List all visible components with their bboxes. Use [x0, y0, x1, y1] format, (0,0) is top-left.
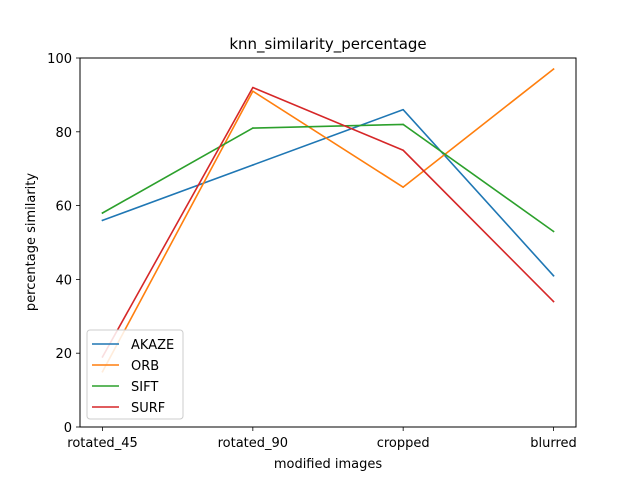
data-point-sift — [252, 127, 254, 129]
chart-title: knn_similarity_percentage — [229, 35, 426, 54]
legend-label-akaze: AKAZE — [131, 338, 174, 353]
legend-label-orb: ORB — [131, 359, 159, 374]
series-layer — [101, 67, 555, 373]
y-tick-label: 100 — [47, 52, 72, 67]
data-point-akaze — [402, 108, 404, 111]
y-axis-label: percentage similarity — [24, 173, 39, 311]
y-tick-label: 20 — [55, 347, 72, 362]
data-point-sift — [402, 123, 404, 126]
legend-box — [86, 329, 184, 420]
data-point-akaze — [552, 274, 555, 277]
x-axis-label: modified images — [274, 457, 383, 472]
legend-label-surf: SURF — [131, 401, 165, 416]
series-line-surf — [101, 86, 555, 358]
legend-label-sift: SIFT — [131, 380, 158, 395]
y-tick-label: 0 — [64, 421, 72, 436]
y-tick-label: 40 — [55, 273, 72, 288]
x-tick-label: cropped — [377, 436, 430, 451]
data-point-surf — [402, 149, 404, 152]
data-point-akaze — [252, 164, 254, 166]
data-point-akaze — [101, 219, 104, 222]
y-tick-label: 80 — [55, 126, 72, 141]
series-line-orb — [101, 67, 555, 373]
axes-layer — [79, 57, 577, 428]
data-point-sift — [552, 230, 555, 233]
series-line-sift — [101, 123, 555, 233]
data-point-orb — [252, 90, 254, 93]
data-point-orb — [552, 68, 555, 70]
data-point-surf — [252, 86, 254, 89]
data-point-orb — [402, 186, 404, 188]
data-point-surf — [552, 300, 555, 303]
x-tick-label: blurred — [530, 436, 577, 451]
legend: AKAZE ORB SIFT SURF — [86, 329, 184, 420]
series-line-akaze — [101, 108, 555, 277]
ticks-layer: rotated_45 rotated_90 cropped blurred 0 20 40 6… — [47, 52, 577, 451]
data-point-sift — [101, 212, 104, 214]
x-tick-label: rotated_45 — [67, 436, 137, 451]
y-tick-label: 60 — [55, 200, 72, 215]
plot-frame — [79, 57, 577, 428]
x-tick-label: rotated_90 — [218, 436, 288, 451]
